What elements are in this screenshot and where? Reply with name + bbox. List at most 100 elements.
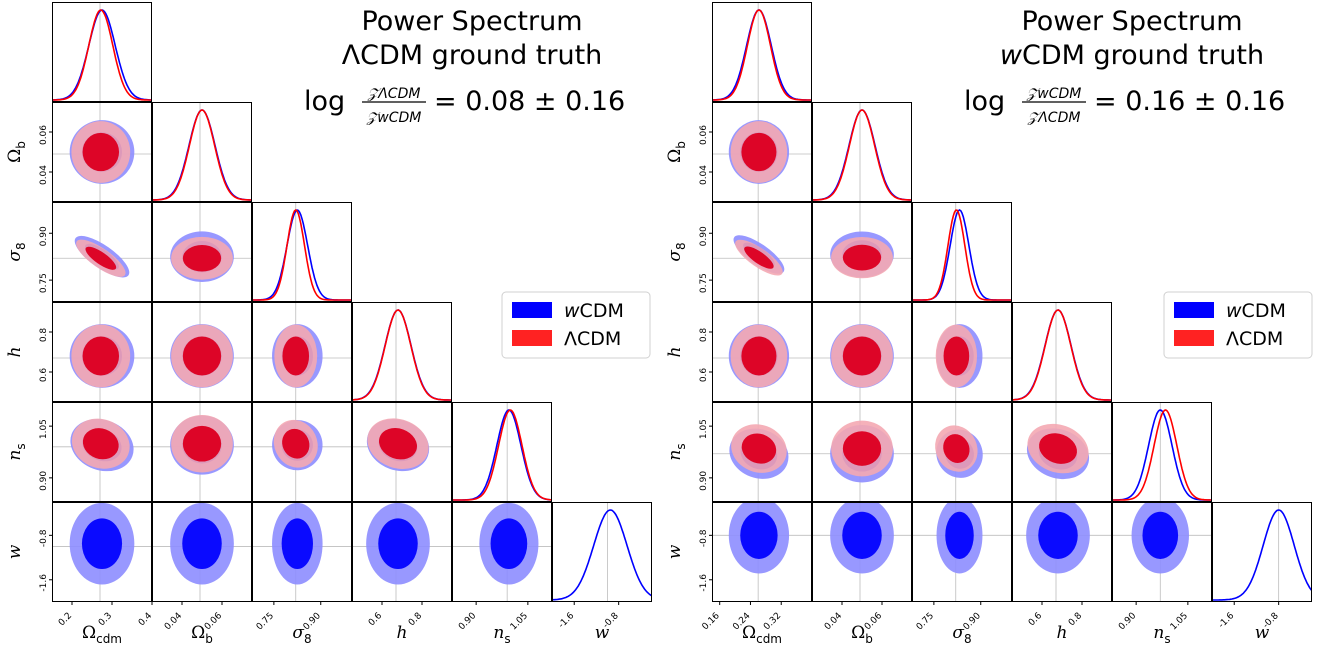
corner-cell-sigma_8-n_s xyxy=(252,402,352,502)
corner-cell-Omega_b-h xyxy=(812,302,912,402)
x-tick-label-Omega_cdm: 0.32 xyxy=(762,611,783,632)
contour-68-wcdm xyxy=(945,511,974,559)
cell-frame xyxy=(812,402,912,502)
x-tick-label-h: 0.8 xyxy=(407,611,424,628)
cell-frame xyxy=(352,302,452,402)
contour-68-wcdm xyxy=(81,518,123,570)
contour-68-lcdm xyxy=(378,428,417,460)
y-axis-label-h: h xyxy=(5,347,25,358)
corner-cell-Omega_cdm-Omega_cdm xyxy=(712,2,812,102)
chart-title: Power Spectrum xyxy=(1021,6,1242,37)
cell-frame xyxy=(1112,502,1212,602)
corner-cell-Omega_cdm-Omega_cdm xyxy=(52,2,152,102)
corner-cell-Omega_b-sigma_8 xyxy=(812,202,912,302)
marginal-wcdm-n_s xyxy=(452,409,552,501)
legend-swatch-LCDM xyxy=(512,330,552,346)
cell-frame xyxy=(52,302,152,402)
cell-frame xyxy=(812,202,912,302)
y-axis-label-h: h xyxy=(665,347,685,358)
contour-68-lcdm xyxy=(85,246,117,270)
contour-68-lcdm xyxy=(741,433,777,464)
cell-frame xyxy=(912,502,1012,602)
evidence-denominator: 𝒵wCDM xyxy=(366,110,422,126)
cell-frame xyxy=(352,502,452,602)
x-tick-label-sigma_8: 0.90 xyxy=(962,611,983,632)
cell-frame xyxy=(152,302,252,402)
contour-68-wcdm xyxy=(378,518,418,570)
corner-cell-h-h xyxy=(1012,302,1112,402)
x-tick-label-h: 0.6 xyxy=(367,611,384,628)
x-tick-label-w: -1.6 xyxy=(557,611,577,631)
x-axis-label-h: h xyxy=(1057,623,1068,643)
cell-frame xyxy=(912,402,1012,502)
y-tick-label-n_s: 1.05 xyxy=(39,419,49,439)
corner-cell-sigma_8-n_s xyxy=(912,402,1012,502)
corner-cell-n_s-n_s xyxy=(1112,402,1212,502)
corner-cell-Omega_cdm-sigma_8 xyxy=(52,202,152,302)
x-tick-label-n_s: 0.90 xyxy=(457,611,478,632)
marginal-wcdm-n_s xyxy=(1112,409,1212,501)
marginal-lcdm-Omega_cdm xyxy=(52,9,152,101)
corner-cell-Omega_b-w xyxy=(152,502,252,602)
corner-cell-sigma_8-sigma_8 xyxy=(252,202,352,302)
cell-frame xyxy=(812,302,912,402)
y-tick-label-n_s: 0.90 xyxy=(39,471,49,491)
legend-label-LCDM: ΛCDM xyxy=(1226,328,1283,350)
corner-cell-Omega_b-Omega_b xyxy=(812,102,912,202)
x-axis-label-n_s: ns xyxy=(1153,623,1170,646)
marginal-lcdm-sigma_8 xyxy=(252,209,352,301)
cell-frame xyxy=(152,102,252,202)
contour-68-lcdm xyxy=(842,244,882,271)
y-tick-label-h: 0.6 xyxy=(39,368,49,383)
corner-cell-Omega_b-Omega_b xyxy=(152,102,252,202)
corner-cell-sigma_8-w xyxy=(252,502,352,602)
evidence-numerator: 𝒵ΛCDM xyxy=(367,86,421,102)
contour-68-wcdm xyxy=(1142,511,1179,559)
y-axis-label-Omega_b: Ωb xyxy=(665,141,688,163)
contour-68-lcdm xyxy=(943,336,970,376)
cell-frame xyxy=(1112,402,1212,502)
corner-cell-Omega_cdm-Omega_b xyxy=(712,102,812,202)
corner-cell-Omega_cdm-h xyxy=(52,302,152,402)
marginal-wcdm-sigma_8 xyxy=(252,209,352,301)
cell-frame xyxy=(152,202,252,302)
corner-cell-n_s-n_s xyxy=(452,402,552,502)
contour-68-lcdm xyxy=(282,336,310,376)
legend-label-wCDM: wCDM xyxy=(564,300,624,322)
x-axis-label-sigma_8: σ8 xyxy=(952,623,971,646)
y-tick-label-Omega_b: 0.06 xyxy=(39,125,49,145)
marginal-wcdm-h xyxy=(1012,309,1112,401)
y-tick-label-w: -1.6 xyxy=(699,574,709,592)
cell-frame xyxy=(812,102,912,202)
cell-frame xyxy=(912,202,1012,302)
cell-frame xyxy=(1012,302,1112,402)
x-tick-label-h: 0.8 xyxy=(1067,611,1084,628)
corner-cell-Omega_cdm-w xyxy=(52,502,152,602)
y-tick-label-Omega_b: 0.06 xyxy=(699,125,709,145)
cell-frame xyxy=(52,402,152,502)
contour-68-lcdm xyxy=(1039,433,1077,464)
y-tick-label-Omega_b: 0.04 xyxy=(699,165,709,185)
y-axis-label-n_s: ns xyxy=(5,443,28,460)
y-axis-label-sigma_8: σ8 xyxy=(665,242,688,261)
contour-68-wcdm xyxy=(1038,511,1078,559)
y-tick-label-w: -1.6 xyxy=(39,574,49,592)
contour-68-lcdm xyxy=(741,336,777,376)
y-axis-label-Omega_b: Ωb xyxy=(5,141,28,163)
contour-68-lcdm xyxy=(82,428,119,460)
corner-cell-Omega_cdm-w xyxy=(712,502,812,602)
y-tick-label-sigma_8: 0.75 xyxy=(699,273,709,293)
corner-cell-h-n_s xyxy=(1012,402,1112,502)
contour-68-lcdm xyxy=(842,336,882,376)
evidence-result: = 0.08 ± 0.16 xyxy=(434,86,625,117)
x-tick-label-w: -1.6 xyxy=(1217,611,1237,631)
legend-swatch-wCDM xyxy=(512,302,552,318)
cell-frame xyxy=(1012,402,1112,502)
contour-68-wcdm xyxy=(842,511,882,559)
marginal-lcdm-Omega_cdm xyxy=(712,9,812,101)
y-tick-label-h: 0.8 xyxy=(39,328,49,343)
contour-68-wcdm xyxy=(281,518,313,570)
marginal-lcdm-Omega_b xyxy=(812,109,912,201)
